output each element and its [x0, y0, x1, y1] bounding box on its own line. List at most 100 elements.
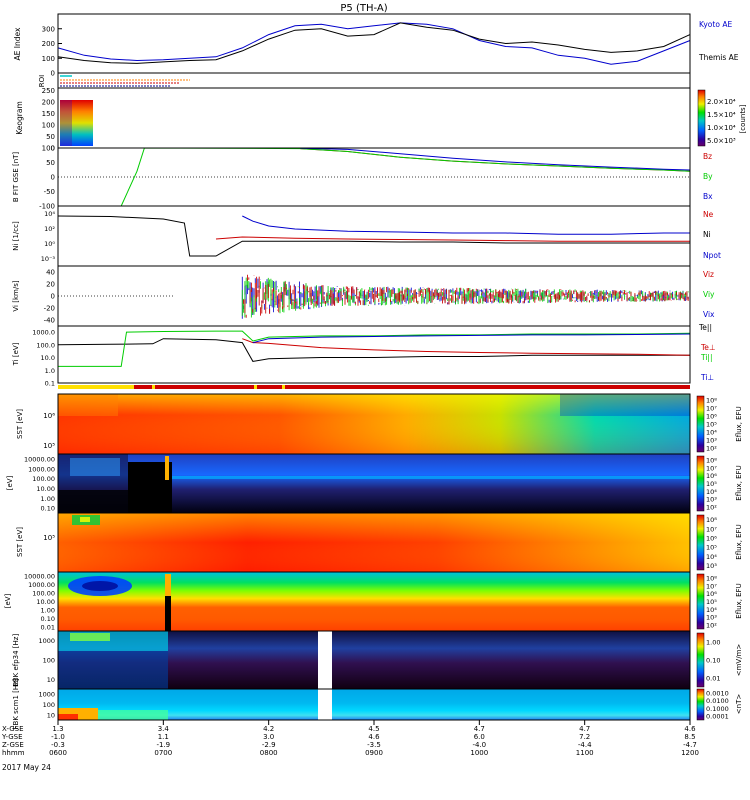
roi-ylabel: ROI [38, 75, 46, 87]
mode-bar-gap-3 [282, 385, 285, 389]
bfield-series-group [120, 147, 691, 207]
x-tick-1-1: 1.1 [158, 733, 169, 741]
panel-ae: 0 100 200 300 AE Index Kyoto AE Themis AE [13, 13, 739, 78]
fbk-b-tick-1: 100 [43, 701, 55, 709]
legend-viy: Viy [703, 290, 715, 299]
mode-bar-red-segment-2 [257, 385, 282, 389]
ae-series-0 [57, 22, 691, 65]
temperature-ytick-0: 0.1 [45, 380, 55, 388]
mode-bar-gap-1 [152, 385, 155, 389]
ion-sst-ytick-1: 10⁶ [43, 412, 55, 420]
x-tick-0-0: 1.3 [52, 725, 63, 733]
panel-fbk-e: 10 100 1000 FBK efp34 [Hz] 1.00 0.10 0.01 <m… [12, 630, 743, 690]
elec-sst-cb-tick-0: 10⁸ [706, 516, 717, 524]
ion-esa-colorbar [696, 455, 705, 512]
x-tick-4-1: 6.0 [474, 733, 485, 741]
fbk-b-colorbar [696, 688, 705, 721]
x-tick-3-0: 4.5 [368, 725, 379, 733]
velocity-ytick-2: 0 [51, 293, 55, 301]
ion-sst-ylabel: SST [eV] [16, 409, 24, 439]
elec-esa-cb-tick-5: 10³ [706, 614, 717, 622]
bfield-ytick-1: -50 [44, 188, 55, 196]
ion-esa-yticks: 0.10 1.00 10.00 100.00 1000.00 10000.00 [24, 455, 55, 512]
elec-esa-ylabel: [eV] [4, 593, 12, 608]
keogram-ytick-4: 200 [42, 98, 55, 106]
elec-esa-cb-tick-4: 10⁴ [706, 606, 717, 614]
density-series-2 [242, 215, 690, 235]
panel-temperature: 0.1 1.0 10.0 100.0 1000.0 Ti [eV] Te|| Te⊥ T… [12, 323, 715, 388]
legend-kyoto-ae: Kyoto AE [699, 20, 732, 29]
temperature-ytick-1: 1.0 [45, 367, 55, 375]
ion-esa-tick-0: 0.10 [41, 505, 55, 513]
density-ylabel: Ni [1/cc] [12, 221, 20, 251]
density-tick-3: 10⁴ [44, 210, 55, 218]
bfield-ytick-3: 50 [46, 159, 55, 167]
legend-te-par: Te|| [698, 323, 712, 332]
elec-esa-cb-tick-1: 10⁷ [706, 582, 717, 590]
elec-esa-cb-tick-2: 10⁶ [706, 590, 717, 598]
x-tick-6-2: -4.7 [683, 741, 697, 749]
ion-esa-cb-tick-4: 10⁴ [706, 488, 717, 496]
x-tick-4-2: -4.0 [472, 741, 486, 749]
keogram-ylabel: Keogram [15, 101, 24, 135]
legend-themis-ae: Themis AE [698, 53, 739, 62]
temperature-series-group [57, 330, 691, 367]
temperature-yticks: 0.1 1.0 10.0 100.0 1000.0 [32, 329, 55, 388]
ion-esa-cb-tick-0: 10⁸ [706, 456, 717, 464]
ion-sst-cb-tick-2: 10⁶ [706, 413, 717, 421]
density-tick-0: 10⁻³ [41, 255, 56, 263]
x-tick-6-0: 4.6 [684, 725, 696, 733]
density-tick-1: 10⁰ [44, 240, 55, 248]
x-tick-5-3: 1100 [576, 749, 594, 757]
bfield-ytick-4: 100 [42, 145, 55, 153]
legend-te-perp: Te⊥ [700, 343, 715, 352]
velocity-yticks: -40 -20 0 20 40 [44, 269, 55, 325]
elec-esa-cb-label: Eflux, EFU [735, 583, 743, 618]
ion-esa-cb-tick-3: 10⁵ [706, 480, 717, 488]
mode-bar-gap-2 [254, 385, 257, 389]
ae-series-group [57, 22, 691, 65]
x-tick-6-1: 8.5 [684, 733, 695, 741]
x-tick-4-0: 4.7 [474, 725, 485, 733]
bfield-ytick-2: 0 [51, 174, 55, 182]
elec-esa-tick-4: 100.00 [32, 590, 55, 598]
x-tick-5-2: -4.4 [578, 741, 592, 749]
x-tick-3-3: 0900 [365, 749, 383, 757]
keogram-cb-tick-3: 5.0×10³ [707, 137, 736, 145]
legend-viz: Viz [703, 270, 714, 279]
bfield-series-1 [120, 147, 691, 207]
keogram-ytick-3: 150 [42, 110, 55, 118]
ion-sst-cb-tick-5: 10³ [706, 437, 717, 445]
x-tick-2-1: 3.0 [263, 733, 274, 741]
legend-ne: Ne [703, 210, 714, 219]
ae-ylabel: AE Index [13, 27, 22, 60]
velocity-ytick-0: -40 [44, 317, 55, 325]
elec-sst-ytick-0: 10⁵ [43, 534, 55, 542]
bfield-ytick-0: -100 [39, 203, 55, 211]
elec-esa-cb-tick-6: 10² [706, 622, 717, 630]
keogram-cb-tick-1: 1.5×10⁴ [707, 111, 736, 119]
elec-sst-cb-label: Eflux, EFU [735, 524, 743, 559]
x-tick-1-0: 3.4 [158, 725, 170, 733]
elec-esa-cb-tick-0: 10⁸ [706, 574, 717, 582]
panel-fbk-b: 10 100 1000 FBK scm1 [Hz] 0.00100.01000.10… [12, 678, 743, 729]
panel-velocity: -40 -20 0 20 40 Vi [km/s] Viz Viy Vix [12, 265, 715, 327]
ion-esa-cb-label: Eflux, EFU [735, 465, 743, 500]
keogram-image-shade [60, 100, 72, 146]
elec-esa-spectrogram [58, 572, 690, 631]
ion-esa-cb-tick-2: 10⁶ [706, 472, 717, 480]
fbk-b-cb-tick-0: 0.0010 [706, 689, 729, 697]
legend-ti-perp: Ti⊥ [700, 373, 714, 382]
elec-esa-cb-tick-3: 10⁵ [706, 598, 717, 606]
ion-esa-cb-tick-5: 10³ [706, 496, 717, 504]
fbk-e-ylabel: FBK efp34 [Hz] [12, 634, 20, 687]
x-tick-0-1: -1.0 [51, 733, 65, 741]
fbk-e-tick-0: 10 [47, 676, 55, 684]
fbk-b-yticks: 10 100 1000 [38, 691, 55, 720]
